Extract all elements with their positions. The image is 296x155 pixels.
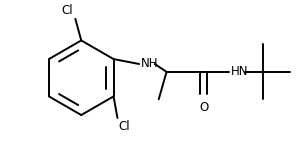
Text: Cl: Cl [62,4,73,17]
Text: O: O [199,101,208,114]
Text: HN: HN [231,65,249,78]
Text: Cl: Cl [118,120,130,133]
Text: NH: NH [141,58,159,71]
